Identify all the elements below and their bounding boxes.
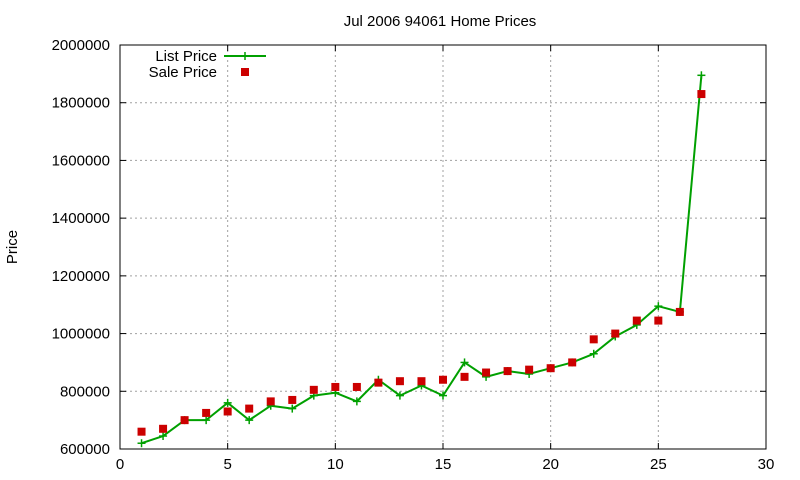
y-tick-label: 1200000 bbox=[52, 268, 110, 285]
axis-ticks bbox=[119, 44, 767, 450]
sale-price-point bbox=[137, 427, 146, 436]
list-price-point bbox=[697, 71, 706, 80]
sale-price-point bbox=[202, 408, 211, 417]
y-tick-label: 1000000 bbox=[52, 326, 110, 343]
sale-price-point bbox=[180, 416, 189, 425]
list-price-point bbox=[654, 302, 663, 311]
list-price-point bbox=[245, 416, 254, 425]
x-tick-label: 25 bbox=[650, 456, 667, 473]
sale-price-point bbox=[482, 368, 491, 377]
sale-price-point bbox=[374, 378, 383, 387]
sale-price-point bbox=[159, 424, 168, 433]
list-price-legend-label: List Price bbox=[155, 48, 217, 65]
sale-price-point bbox=[288, 395, 297, 404]
list-price-point bbox=[589, 349, 598, 358]
x-tick-label: 30 bbox=[758, 456, 775, 473]
sale-price-legend-label: Sale Price bbox=[149, 64, 217, 81]
x-axis-tick-labels: 0 5 10 15 20 25 30 bbox=[116, 456, 775, 473]
x-tick-label: 15 bbox=[435, 456, 452, 473]
sale-price-point bbox=[352, 382, 361, 391]
sale-price-point bbox=[611, 329, 620, 338]
grid bbox=[120, 45, 766, 449]
sale-price-point bbox=[417, 377, 426, 386]
chart-title: Jul 2006 94061 Home Prices bbox=[344, 13, 537, 30]
sale-price-point bbox=[654, 316, 663, 325]
series bbox=[137, 71, 706, 448]
list-price-point bbox=[159, 432, 168, 441]
y-tick-label: 2000000 bbox=[52, 37, 110, 54]
sale-price-point bbox=[503, 367, 512, 376]
sale-price-point bbox=[460, 372, 469, 381]
y-tick-label: 600000 bbox=[60, 441, 110, 458]
list-price-point bbox=[202, 416, 211, 425]
list-price-point bbox=[460, 358, 469, 367]
sale-price-point bbox=[568, 358, 577, 367]
sale-price-point bbox=[395, 377, 404, 386]
sale-price-legend-marker bbox=[241, 68, 249, 76]
x-tick-label: 0 bbox=[116, 456, 124, 473]
sale-price-point bbox=[223, 407, 232, 416]
sale-price-point bbox=[675, 307, 684, 316]
y-tick-label: 1400000 bbox=[52, 210, 110, 227]
list-price-legend-marker bbox=[241, 52, 249, 60]
sale-price-point bbox=[525, 365, 534, 374]
sale-price-point bbox=[632, 316, 641, 325]
sale-price-point bbox=[245, 404, 254, 413]
x-tick-label: 10 bbox=[327, 456, 344, 473]
list-price-point bbox=[137, 439, 146, 448]
sale-price-point bbox=[697, 90, 706, 99]
y-tick-label: 1600000 bbox=[52, 152, 110, 169]
sale-price-point bbox=[331, 382, 340, 391]
y-axis-tick-labels: 600000 800000 1000000 1200000 1400000 1600000… bbox=[52, 37, 110, 458]
list-price-point bbox=[395, 391, 404, 400]
sale-price-point bbox=[546, 364, 555, 373]
sale-price-point bbox=[309, 385, 318, 394]
list-price-point bbox=[352, 397, 361, 406]
list-price-point bbox=[288, 404, 297, 413]
y-tick-label: 800000 bbox=[60, 383, 110, 400]
sale-price-point bbox=[266, 397, 275, 406]
y-axis-label: Price bbox=[4, 230, 21, 264]
sale-price-point bbox=[589, 335, 598, 344]
y-tick-label: 1800000 bbox=[52, 95, 110, 112]
x-tick-label: 5 bbox=[223, 456, 231, 473]
x-tick-label: 20 bbox=[542, 456, 559, 473]
sale-price-point bbox=[439, 375, 447, 384]
list-price-point bbox=[439, 391, 447, 400]
list-price-point bbox=[223, 398, 232, 407]
